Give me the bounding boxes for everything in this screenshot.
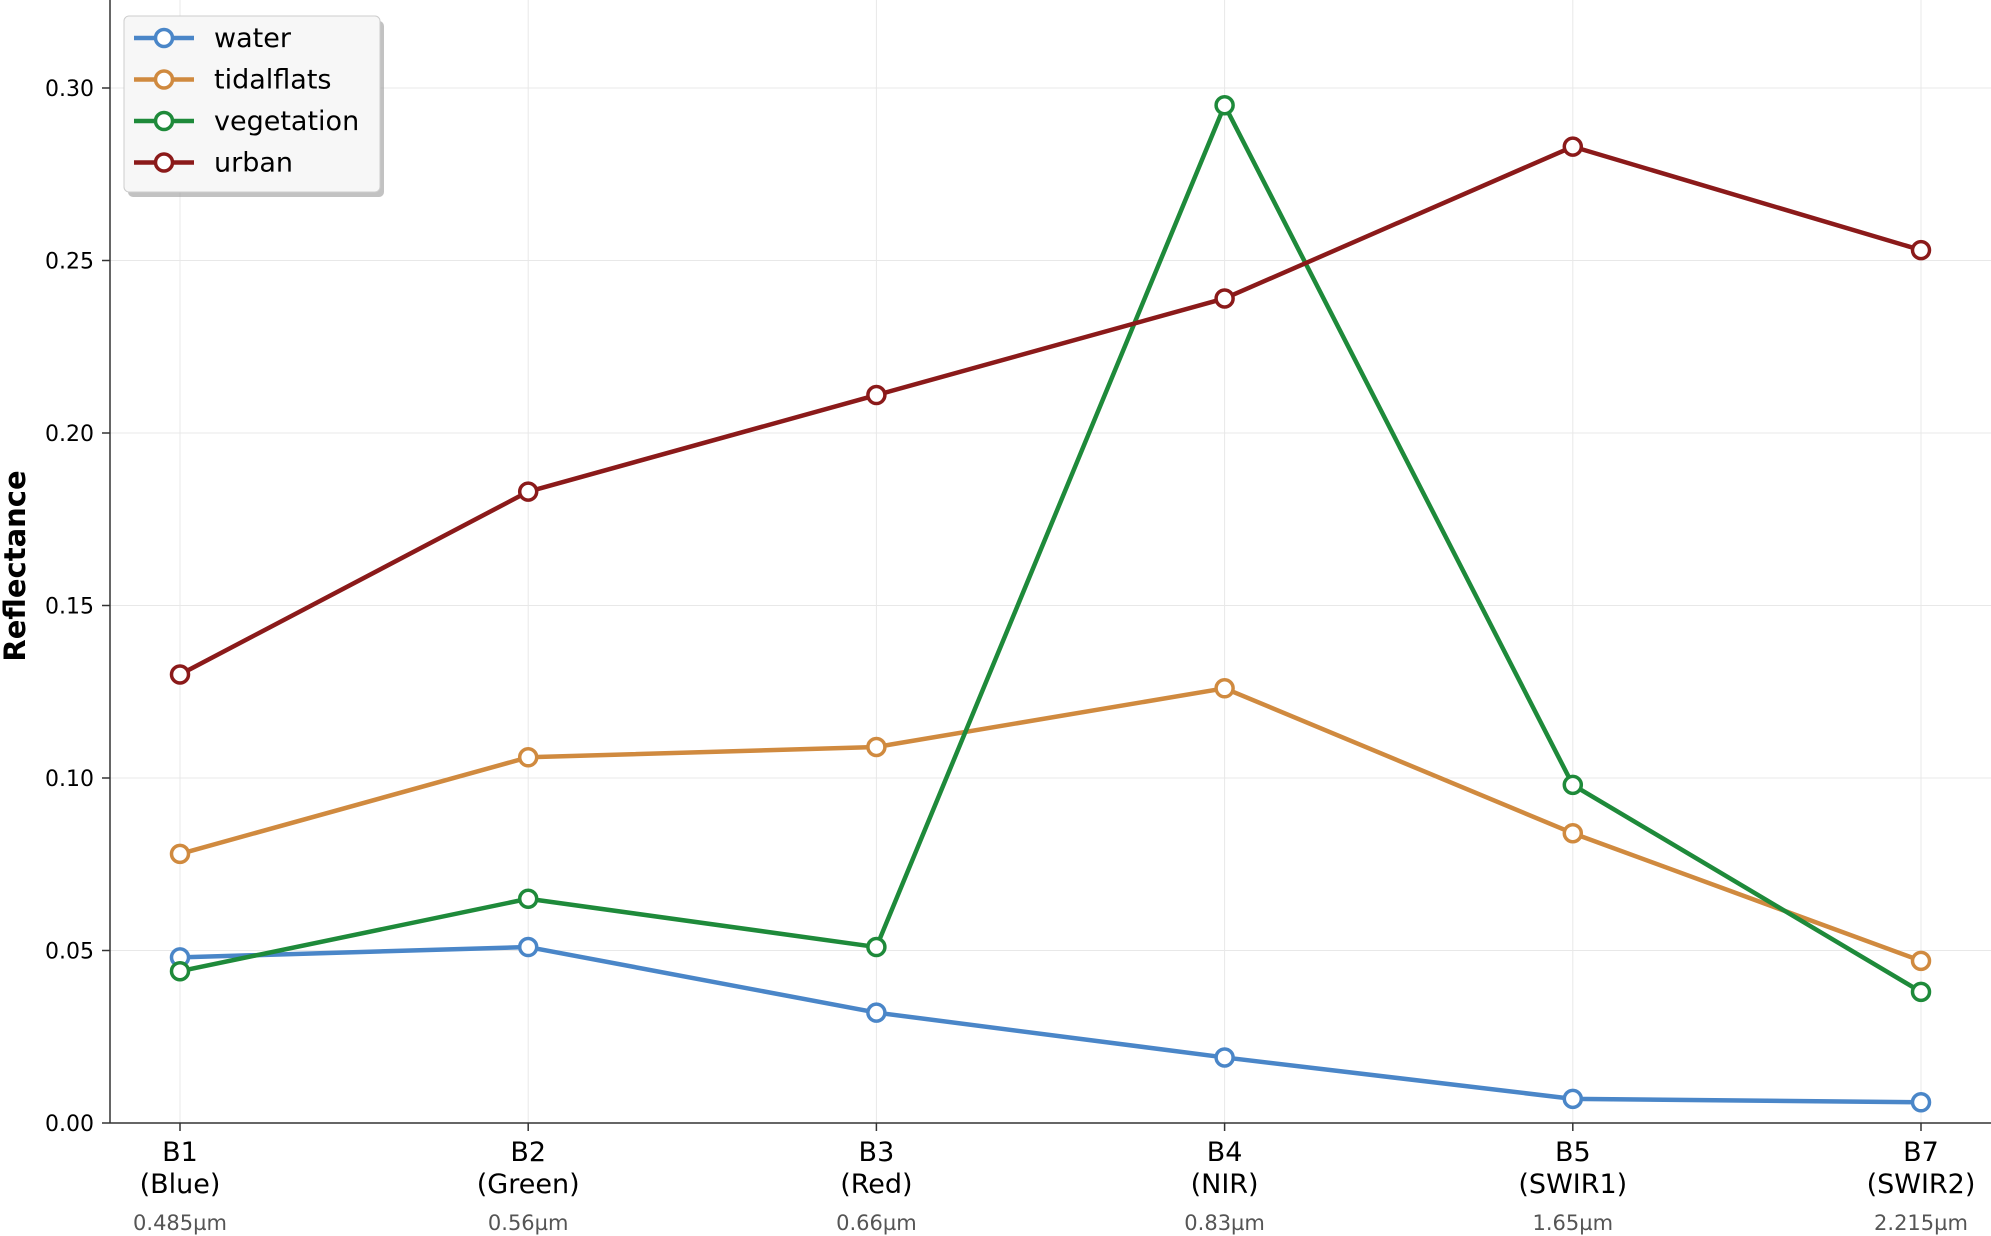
- x-tick-label-wavelength: 0.56µm: [488, 1211, 569, 1235]
- legend-item-vegetation: vegetation: [134, 106, 359, 137]
- y-tick-label: 0.05: [45, 940, 94, 965]
- legend: water tidalflats vegetation urban: [123, 15, 384, 197]
- legend-swatch-marker: [153, 69, 175, 90]
- x-tick-label-name: (Green): [477, 1169, 580, 1200]
- data-point-water: [866, 1002, 887, 1023]
- series-vegetation: [169, 95, 1932, 1003]
- data-point-tidalflats: [169, 843, 191, 865]
- x-tick-label-wavelength: 2.215µm: [1874, 1211, 1968, 1235]
- data-point-urban: [1910, 239, 1932, 261]
- y-tick-label: 0.00: [45, 1112, 94, 1137]
- series-tidalflats: [169, 678, 1932, 972]
- x-tick-label-band: B7: [1903, 1137, 1939, 1168]
- legend-label: urban: [214, 148, 293, 179]
- data-point-water: [1562, 1088, 1584, 1110]
- data-point-urban: [866, 384, 887, 406]
- legend-swatch-marker: [153, 152, 175, 173]
- data-point-vegetation: [169, 960, 191, 982]
- x-tick-label-name: (Red): [840, 1169, 912, 1200]
- data-point-tidalflats: [1214, 678, 1235, 699]
- data-point-vegetation: [1562, 774, 1584, 796]
- data-point-tidalflats: [1562, 822, 1584, 844]
- x-tick-label-name: (NIR): [1191, 1169, 1259, 1200]
- y-axis-title: Reflectance: [0, 470, 32, 661]
- data-point-water: [1214, 1047, 1235, 1068]
- series-line-urban: [177, 144, 1924, 677]
- legend-item-urban: urban: [134, 148, 293, 179]
- y-tick-label: 0.10: [45, 767, 94, 792]
- data-point-urban: [1214, 288, 1235, 309]
- y-tick-label: 0.30: [45, 77, 94, 102]
- x-tick-label-band: B1: [162, 1137, 198, 1168]
- legend-item-tidalflats: tidalflats: [134, 65, 331, 96]
- series-line-water: [177, 944, 1924, 1105]
- data-point-vegetation: [866, 936, 887, 958]
- data-point-tidalflats: [866, 736, 887, 758]
- series-line-tidalflats: [177, 686, 1924, 964]
- legend-label: vegetation: [214, 106, 359, 137]
- y-tick-label: 0.20: [45, 422, 94, 447]
- legend-swatch-marker: [153, 110, 175, 132]
- series-lines: [169, 95, 1932, 1113]
- x-tick-label-wavelength: 0.66µm: [836, 1211, 917, 1235]
- data-point-tidalflats: [1910, 950, 1932, 972]
- x-tick-label-name: (SWIR2): [1867, 1169, 1976, 1200]
- y-tick-label: 0.25: [45, 250, 94, 275]
- data-point-water: [1910, 1092, 1932, 1113]
- x-tick-label-band: B3: [859, 1137, 895, 1168]
- data-point-urban: [1562, 136, 1584, 157]
- data-point-vegetation: [517, 888, 539, 909]
- x-tick-label-wavelength: 0.485µm: [133, 1211, 227, 1235]
- legend-swatch-marker: [153, 27, 175, 49]
- legend-label: water: [214, 23, 292, 54]
- legend-label: tidalflats: [214, 65, 331, 96]
- legend-item-water: water: [134, 23, 292, 54]
- x-tick-label-name: (Blue): [140, 1169, 221, 1200]
- series-water: [169, 936, 1932, 1113]
- x-tick-label-band: B5: [1555, 1137, 1591, 1168]
- legend-box: [123, 15, 381, 193]
- x-tick-label-wavelength: 1.65µm: [1533, 1211, 1614, 1235]
- data-point-tidalflats: [517, 747, 539, 768]
- series-urban: [169, 136, 1932, 685]
- data-point-urban: [517, 481, 539, 502]
- x-tick-label-band: B2: [510, 1137, 546, 1168]
- y-tick-label: 0.15: [45, 595, 94, 620]
- data-point-urban: [169, 664, 191, 685]
- x-tick-label-name: (SWIR1): [1518, 1169, 1627, 1200]
- x-tick-label-wavelength: 0.83µm: [1184, 1211, 1265, 1235]
- data-point-vegetation: [1214, 95, 1235, 116]
- data-point-water: [517, 936, 539, 958]
- data-point-vegetation: [1910, 981, 1932, 1003]
- x-tick-label-band: B4: [1207, 1137, 1243, 1168]
- series-line-vegetation: [177, 103, 1924, 995]
